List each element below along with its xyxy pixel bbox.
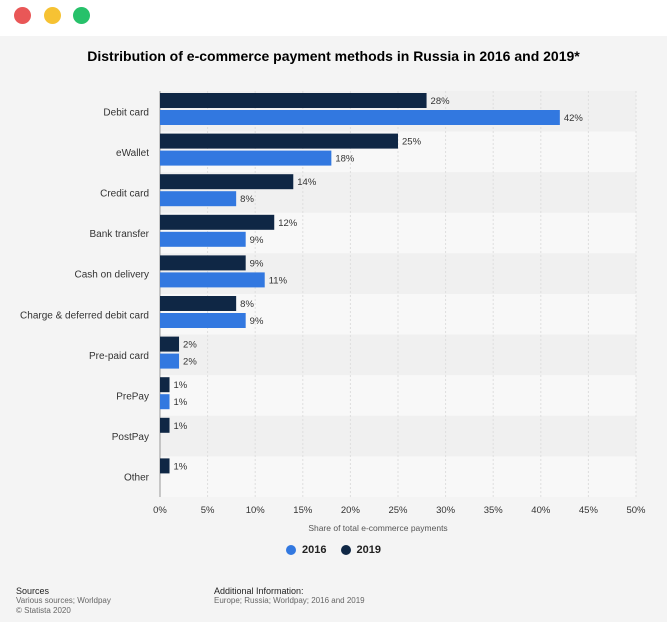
minimize-window-icon[interactable] <box>44 7 61 24</box>
data-label: 1% <box>174 397 188 408</box>
bar-2016 <box>160 110 560 125</box>
data-label: 8% <box>240 299 254 310</box>
category-label: Bank transfer <box>90 229 150 240</box>
category-label: Other <box>124 473 150 484</box>
data-label: 11% <box>269 275 288 286</box>
data-label: 8% <box>240 194 254 205</box>
category-label: Pre-paid card <box>89 351 149 362</box>
x-tick-label: 10% <box>246 505 266 516</box>
bar-2016 <box>160 394 170 410</box>
x-tick-label: 20% <box>341 505 361 516</box>
data-label: 42% <box>564 113 584 124</box>
bar-2016 <box>160 150 332 166</box>
legend-label-2019: 2019 <box>356 544 381 556</box>
bar-2019 <box>160 458 170 474</box>
chart-legend: 2016 2019 <box>0 544 667 556</box>
x-tick-label: 40% <box>531 505 551 516</box>
x-tick-label: 35% <box>484 505 504 516</box>
x-tick-label: 45% <box>579 505 599 516</box>
data-label: 9% <box>250 316 264 327</box>
sources-title: Sources <box>16 586 50 596</box>
data-label: 12% <box>278 218 298 229</box>
legend-swatch-2019 <box>340 545 351 555</box>
bar-2016 <box>160 231 246 247</box>
bar-2016 <box>160 272 265 288</box>
x-tick-label: 50% <box>626 505 646 516</box>
additional-info-line: Europe; Russia; Worldpay; 2016 and 2019 <box>214 596 365 605</box>
bar-2019 <box>160 93 427 108</box>
data-label: 9% <box>250 235 264 246</box>
data-label: 1% <box>174 380 188 391</box>
additional-info-title: Additional Information: <box>214 586 304 596</box>
window-titlebar <box>0 0 667 36</box>
bar-2019 <box>160 377 170 393</box>
chart-title: Distribution of e-commerce payment metho… <box>87 48 580 64</box>
sources-line: Various sources; Worldpay <box>16 596 111 605</box>
legend-item-2016[interactable]: 2016 <box>286 544 327 556</box>
bar-2019 <box>160 336 180 352</box>
data-label: 1% <box>174 421 188 432</box>
x-tick-label: 0% <box>153 505 167 516</box>
bar-2016 <box>160 191 237 207</box>
data-label: 9% <box>250 258 264 269</box>
category-label: Charge & deferred debit card <box>20 310 149 321</box>
bar-2016 <box>160 353 180 369</box>
category-label: PrePay <box>116 392 149 403</box>
close-window-icon[interactable] <box>14 7 31 24</box>
category-label: eWallet <box>116 148 149 159</box>
bar-2019 <box>160 174 294 190</box>
data-label: 2% <box>183 340 197 351</box>
bar-2019 <box>160 255 246 271</box>
category-label: PostPay <box>112 432 149 443</box>
x-tick-label: 15% <box>293 505 313 516</box>
x-tick-label: 25% <box>388 505 408 516</box>
bar-2016 <box>160 313 246 328</box>
data-label: 28% <box>431 96 451 107</box>
sources-block: Sources Various sources; Worldpay © Stat… <box>16 586 111 616</box>
data-label: 14% <box>297 177 317 188</box>
copyright-line: © Statista 2020 <box>16 606 71 615</box>
legend-label-2016: 2016 <box>302 544 327 556</box>
category-label: Credit card <box>100 189 149 200</box>
category-label: Debit card <box>103 107 149 118</box>
bar-2019 <box>160 417 170 433</box>
data-label: 2% <box>183 357 197 368</box>
x-axis-title: Share of total e-commerce payments <box>308 523 447 533</box>
data-label: 25% <box>402 137 422 148</box>
bar-2019 <box>160 296 237 311</box>
data-label: 18% <box>335 154 355 165</box>
legend-item-2019[interactable]: 2019 <box>340 544 381 556</box>
bar-2019 <box>160 214 275 230</box>
additional-info-block: Additional Information: Europe; Russia; … <box>214 586 365 606</box>
bar-2019 <box>160 133 398 149</box>
legend-swatch-2016 <box>286 545 297 555</box>
maximize-window-icon[interactable] <box>73 7 90 24</box>
category-label: Cash on delivery <box>75 270 149 281</box>
x-tick-label: 30% <box>436 505 456 516</box>
bar-chart: Debit card 28% 42% eWallet 25% 18% Credit card… <box>20 91 646 533</box>
data-label: 1% <box>174 461 188 472</box>
x-tick-label: 5% <box>201 505 215 516</box>
